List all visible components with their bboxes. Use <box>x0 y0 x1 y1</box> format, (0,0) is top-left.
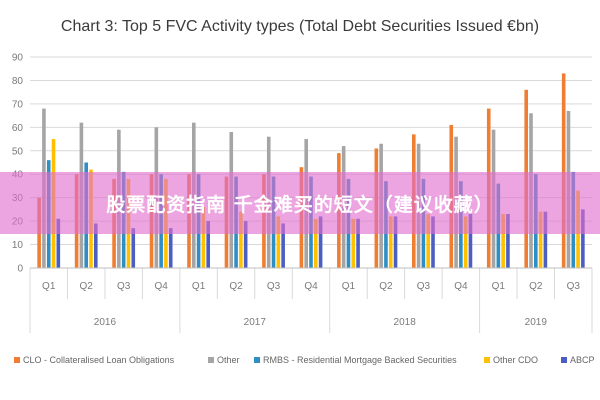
bar <box>314 218 318 268</box>
x-tick-label: Q3 <box>417 281 431 292</box>
legend: CLO - Collateralised Loan Obligations Oth… <box>14 355 595 365</box>
bar <box>94 223 98 268</box>
x-tick-label: Q1 <box>342 281 356 292</box>
y-tick-label: 60 <box>12 123 24 134</box>
year-label: 2019 <box>525 317 548 328</box>
bar-layer <box>37 73 585 269</box>
bar <box>168 228 173 268</box>
x-tick-label: Q4 <box>304 281 318 292</box>
legend-swatch <box>208 357 214 363</box>
bar <box>276 216 281 268</box>
bar <box>581 209 585 268</box>
bar <box>356 218 360 268</box>
x-tick-label: Q2 <box>529 281 543 292</box>
overlay-banner-text: 股票配资指南 千金难买的短文（建议收藏） <box>106 193 494 216</box>
bar <box>538 211 543 268</box>
bar <box>561 73 566 269</box>
bar <box>431 216 435 268</box>
legend-swatch <box>14 357 20 363</box>
bar <box>393 216 398 268</box>
x-tick-label: Q1 <box>192 281 206 292</box>
x-tick-label: Q1 <box>492 281 506 292</box>
y-tick-label: 80 <box>12 76 24 87</box>
y-tick-label: 90 <box>12 53 24 64</box>
x-tick-label: Q2 <box>229 281 243 292</box>
bar <box>351 218 356 268</box>
bar <box>56 218 61 268</box>
x-tick-label: Q1 <box>42 281 56 292</box>
bar <box>318 216 323 268</box>
bar <box>543 211 548 268</box>
legend-label: ABCP <box>570 355 595 365</box>
bar <box>243 221 248 268</box>
x-tick-label: Q3 <box>117 281 131 292</box>
legend-label: Other <box>217 355 240 365</box>
x-tick-label: Q2 <box>80 281 94 292</box>
bar <box>131 228 136 268</box>
x-tick-label: Q4 <box>154 281 168 292</box>
year-label: 2017 <box>244 317 267 328</box>
x-tick-label: Q4 <box>454 281 468 292</box>
legend-swatch <box>484 357 490 363</box>
overlay-banner: 股票配资指南 千金难买的短文（建议收藏） <box>0 172 600 234</box>
x-tick-label: Q2 <box>379 281 393 292</box>
bar <box>201 207 206 268</box>
legend-swatch <box>254 357 260 363</box>
legend-label: Other CDO <box>493 355 538 365</box>
legend-swatch <box>561 357 567 363</box>
legend-label: CLO - Collateralised Loan Obligations <box>23 355 175 365</box>
y-tick-label: 70 <box>12 99 24 110</box>
y-tick-label: 10 <box>12 240 24 251</box>
x-tick-label: Q3 <box>567 281 581 292</box>
bar <box>506 214 510 268</box>
bar <box>426 214 430 268</box>
bar <box>501 214 505 268</box>
bar <box>468 214 473 268</box>
bar <box>463 216 468 268</box>
bar <box>281 223 285 268</box>
bar <box>206 221 210 268</box>
y-tick-label: 0 <box>17 264 23 275</box>
y-tick-label: 50 <box>12 146 24 157</box>
x-tick-label: Q3 <box>267 281 281 292</box>
bar <box>388 216 393 268</box>
year-label: 2018 <box>394 317 417 328</box>
bar <box>239 211 243 268</box>
legend-label: RMBS - Residential Mortgage Backed Secur… <box>263 355 457 365</box>
year-label: 2016 <box>94 317 117 328</box>
chart-title: Chart 3: Top 5 FVC Activity types (Total… <box>61 18 539 35</box>
